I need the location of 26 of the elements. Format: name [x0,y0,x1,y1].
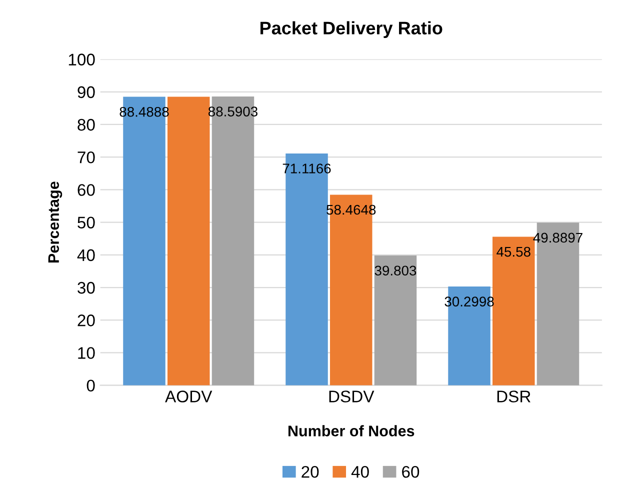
y-tick-label: 90 [78,86,95,98]
y-tick-label: 20 [78,314,95,326]
legend-label: 40 [351,466,369,478]
legend-label: 20 [302,466,319,478]
data-label: 45.58 [496,246,530,257]
y-tick-label: 80 [78,118,95,131]
bar [492,236,535,386]
bar [374,256,417,386]
x-tick-label: DSDV [329,390,374,402]
y-tick-label: 10 [78,347,95,359]
chart-title: Packet Delivery Ratio [260,21,442,38]
data-label: 49.8897 [533,232,582,243]
x-tick-label: DSR [497,390,530,402]
y-axis-title: Percentage [48,182,62,262]
y-tick-label: 50 [78,216,95,229]
legend-label: 60 [402,466,420,478]
x-tick-label: AODV [165,390,212,402]
y-tick-label: 100 [68,54,95,66]
y-tick-label: 70 [78,151,95,164]
bar [167,96,210,386]
y-tick-label: 0 [86,380,95,392]
data-label: 39.803 [374,266,416,276]
y-tick-label: 30 [78,282,95,294]
y-tick-label: 60 [78,184,95,196]
x-axis-title: Number of Nodes [288,425,414,436]
y-tick-label: 40 [77,249,95,262]
